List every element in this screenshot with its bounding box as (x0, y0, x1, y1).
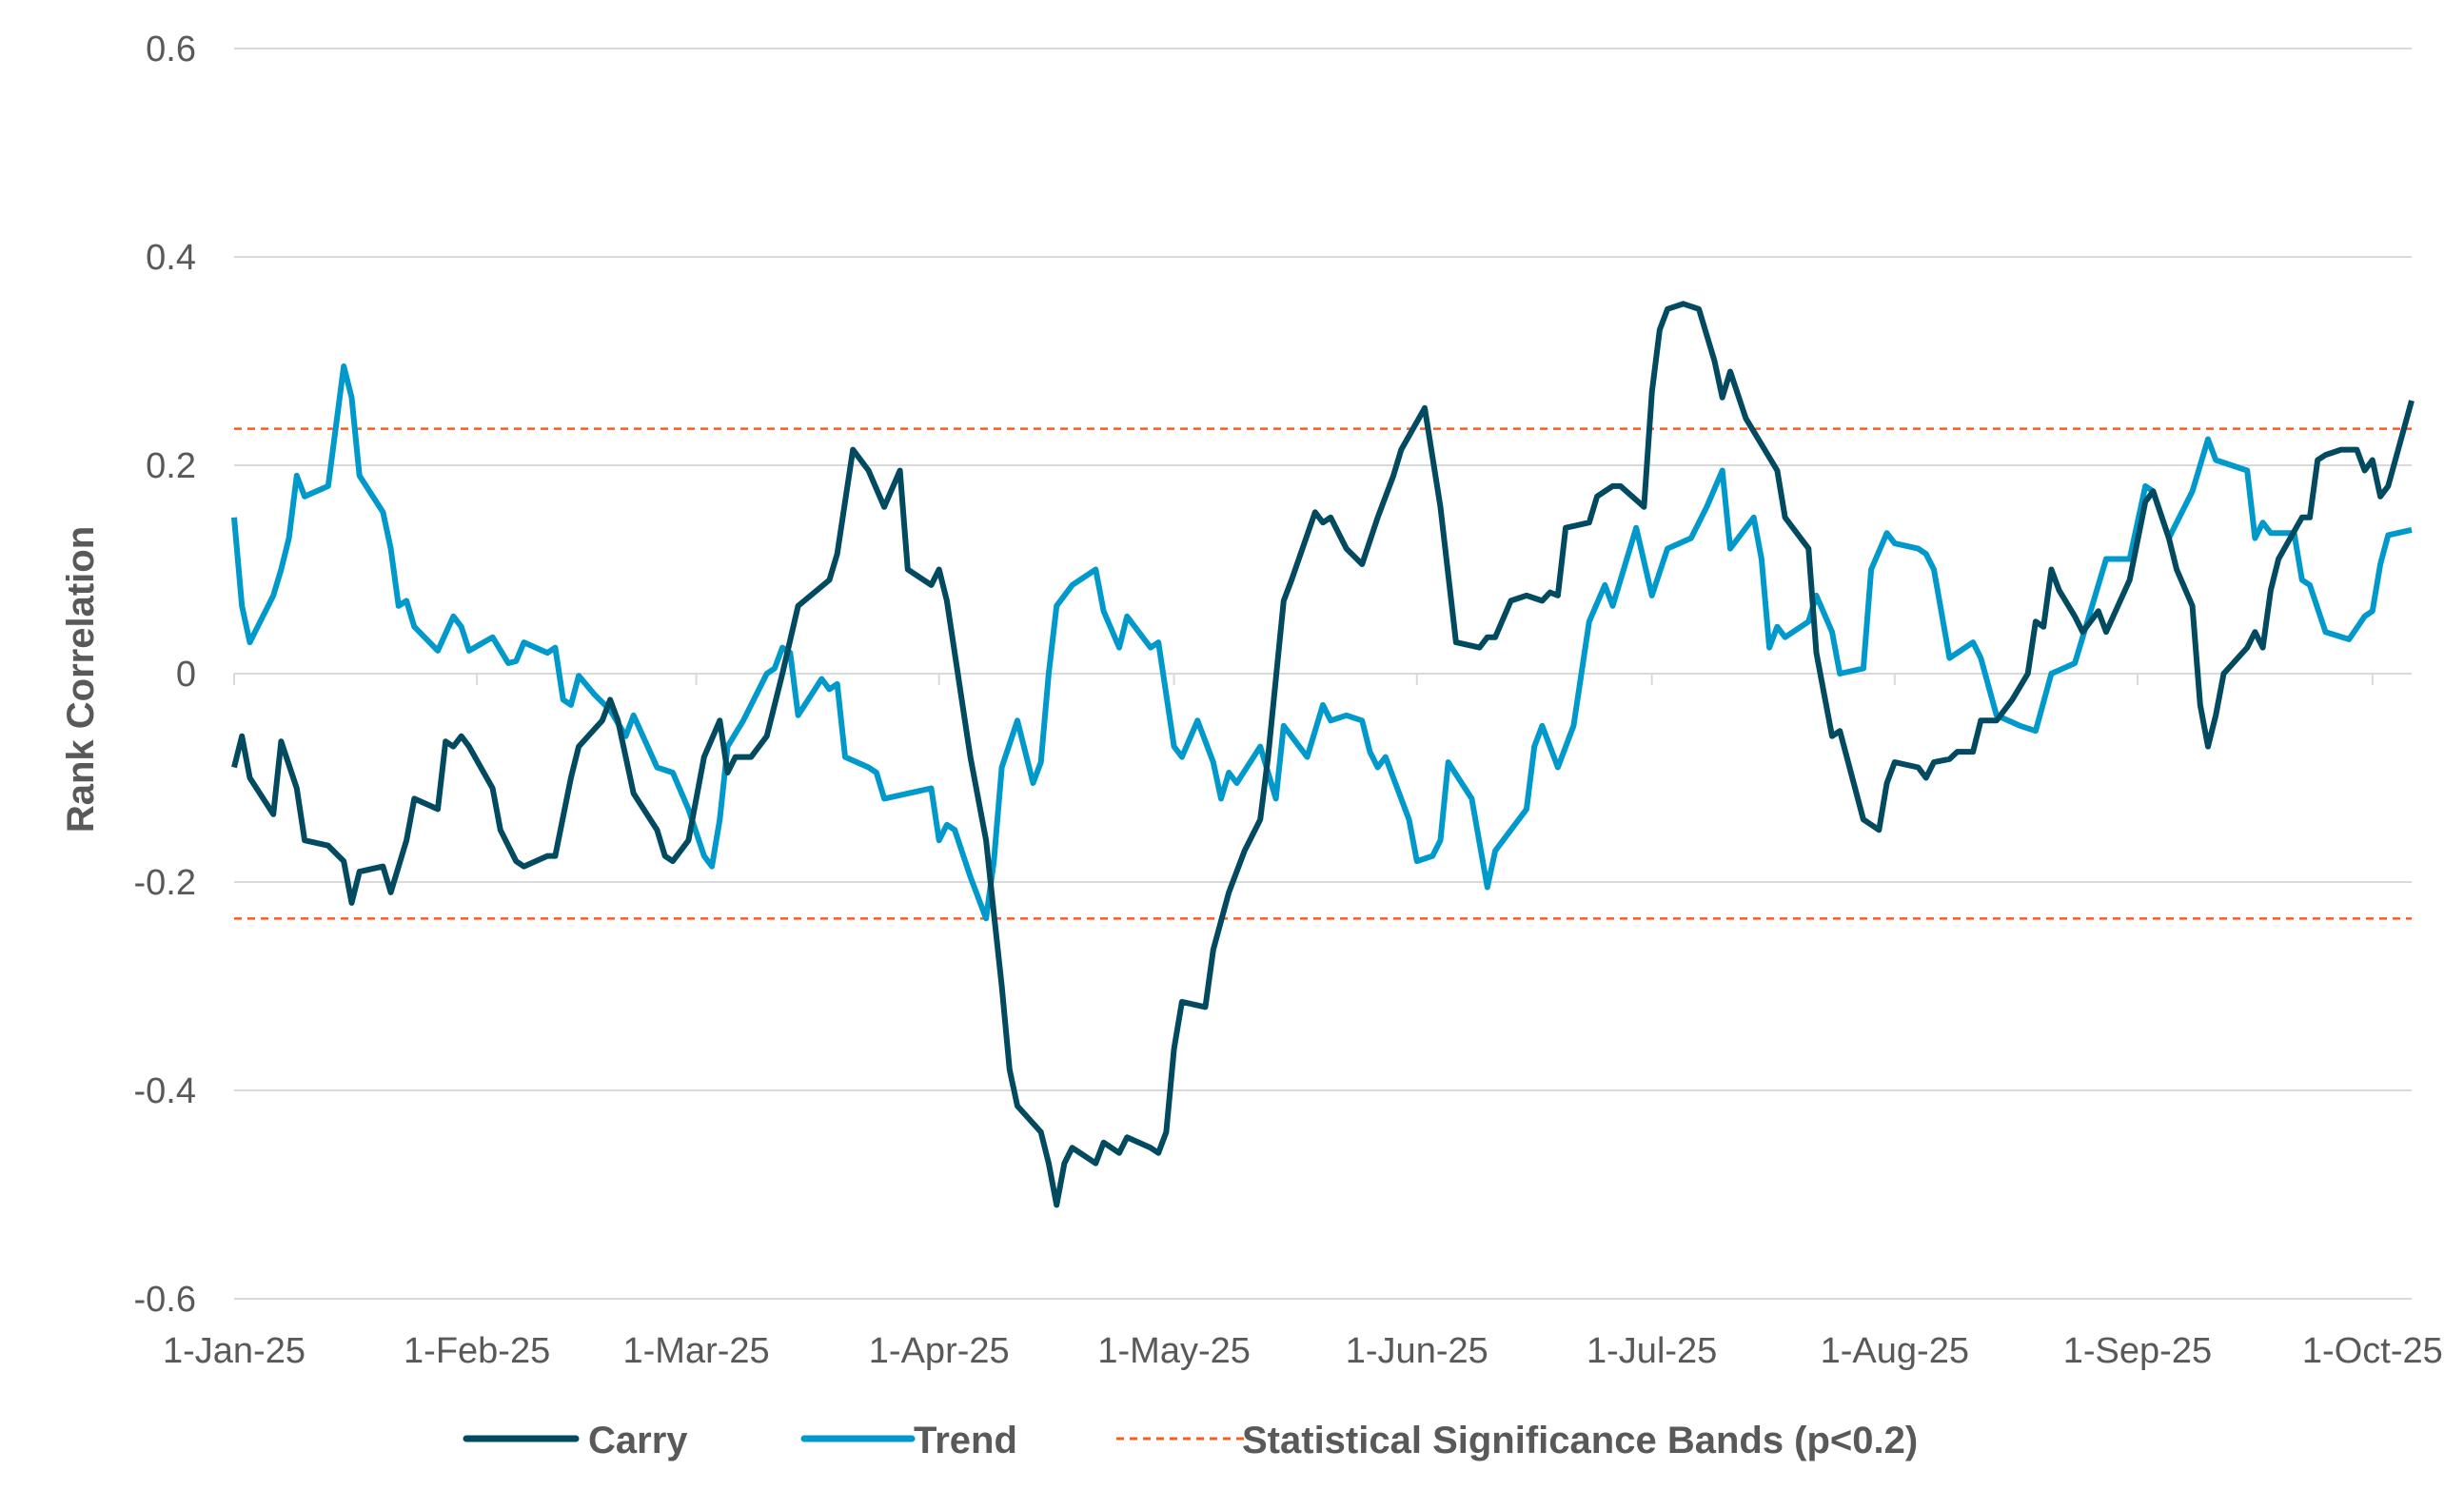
gridlines (234, 48, 2412, 1300)
x-tick-label: 1-Sep-25 (2063, 1331, 2212, 1371)
x-tick-label: 1-Apr-25 (869, 1331, 1010, 1371)
series-lines (231, 301, 2415, 1208)
y-tick-label: -0.4 (134, 1071, 196, 1111)
significance-bands (234, 427, 2412, 920)
x-tick-label: 1-Mar-25 (623, 1331, 770, 1371)
y-tick-label: 0.6 (146, 29, 196, 69)
y-tick-label: 0.2 (146, 446, 196, 486)
x-tick-label: 1-Jan-25 (163, 1331, 306, 1371)
x-tick-label: 1-Feb-25 (404, 1331, 550, 1371)
x-tick-label: 1-Jul-25 (1587, 1331, 1717, 1371)
x-axis-ticks: 1-Jan-25 1-Feb-25 1-Mar-25 1-Apr-25 1-May-25… (163, 674, 2443, 1371)
legend-carry-label: Carry (588, 1420, 688, 1461)
y-axis-ticks: 0.6 0.4 0.2 0 -0.2 -0.4 -0.6 (134, 29, 196, 1320)
y-tick-label: 0.4 (146, 238, 196, 278)
legend: Carry Trend Statistical Significance Ban… (463, 1420, 1918, 1461)
legend-trend-label: Trend (914, 1420, 1017, 1461)
y-axis-label: Rank Correlation (60, 526, 102, 833)
y-tick-label: -0.6 (134, 1280, 196, 1320)
series-line-trend (231, 363, 2413, 922)
x-tick-label: 1-Aug-25 (1821, 1331, 1969, 1371)
y-tick-label: -0.2 (134, 863, 196, 903)
series-line-carry (231, 301, 2415, 1208)
x-tick-label: 1-Jun-25 (1346, 1331, 1488, 1371)
x-tick-label: 1-Oct-25 (2302, 1331, 2443, 1371)
legend-band-label: Statistical Significance Bands (p<0.2) (1242, 1420, 1918, 1461)
y-tick-label: 0 (176, 655, 196, 695)
x-tick-label: 1-May-25 (1097, 1331, 1251, 1371)
